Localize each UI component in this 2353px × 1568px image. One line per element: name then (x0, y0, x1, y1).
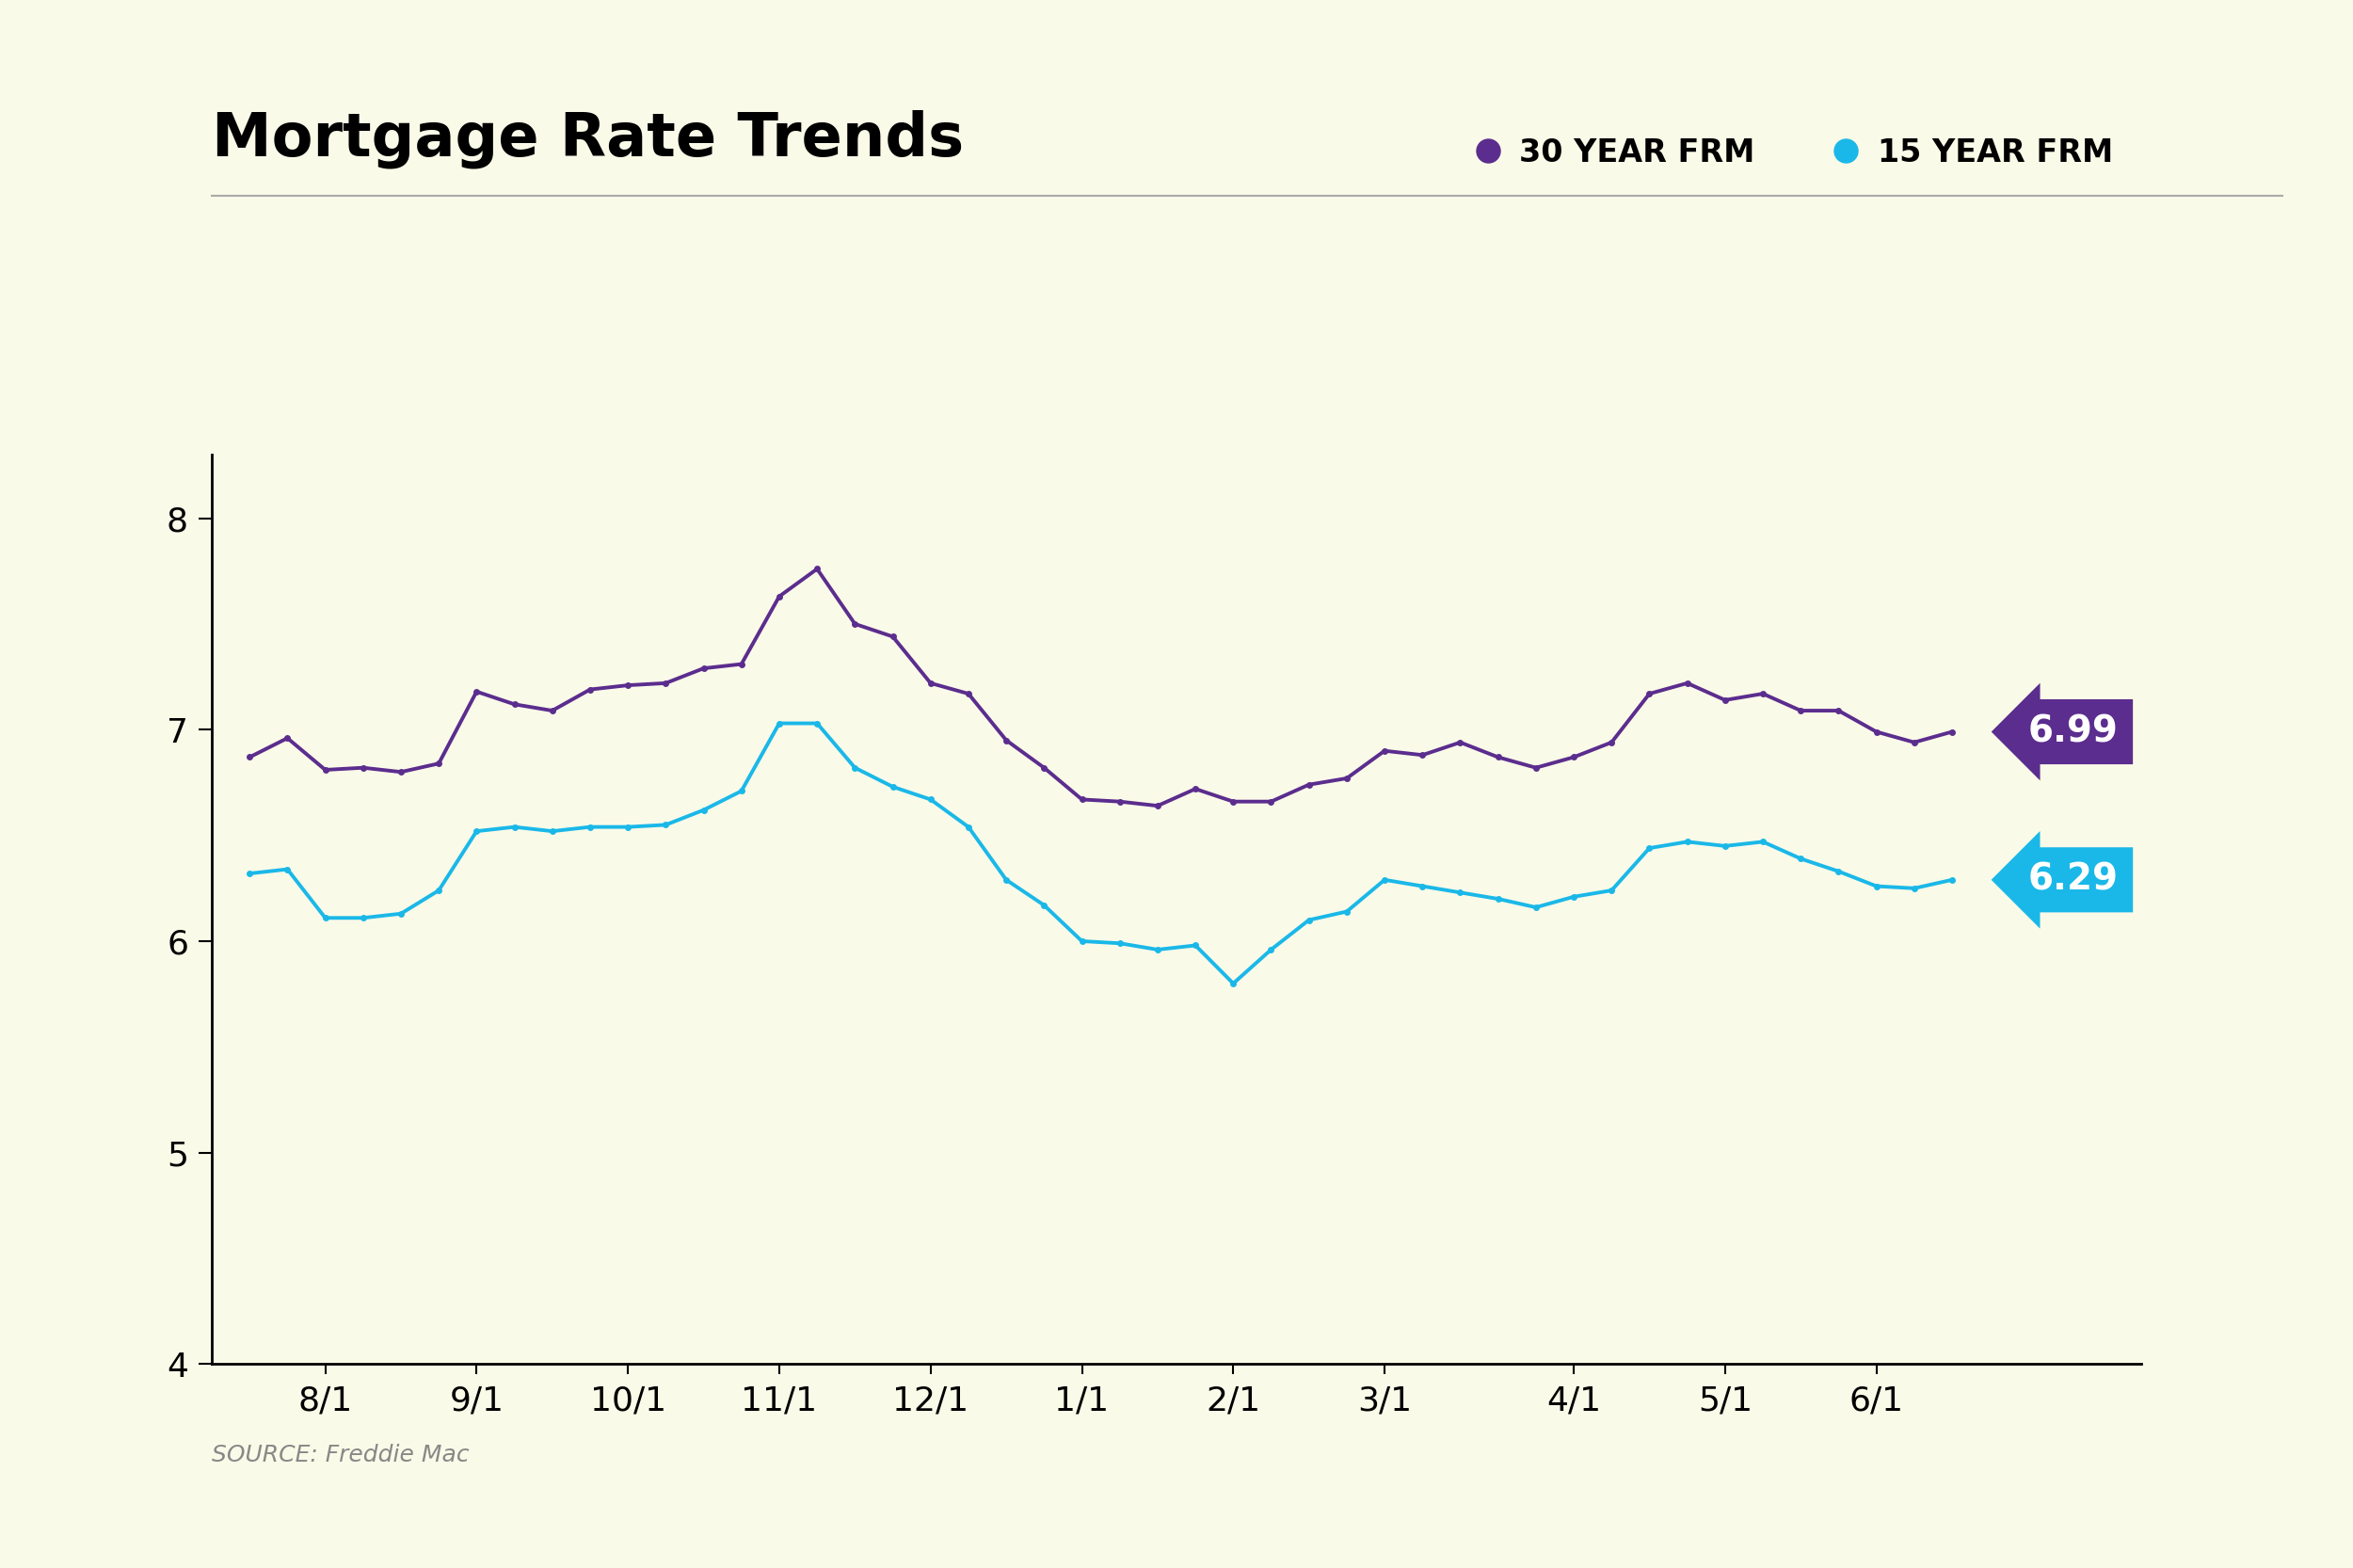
Text: 6.29: 6.29 (2028, 862, 2118, 898)
Text: Mortgage Rate Trends: Mortgage Rate Trends (212, 110, 965, 169)
Text: 6.99: 6.99 (2028, 713, 2118, 750)
Legend: 30 YEAR FRM, 15 YEAR FRM: 30 YEAR FRM, 15 YEAR FRM (1464, 125, 2125, 180)
Text: SOURCE: Freddie Mac: SOURCE: Freddie Mac (212, 1444, 468, 1466)
